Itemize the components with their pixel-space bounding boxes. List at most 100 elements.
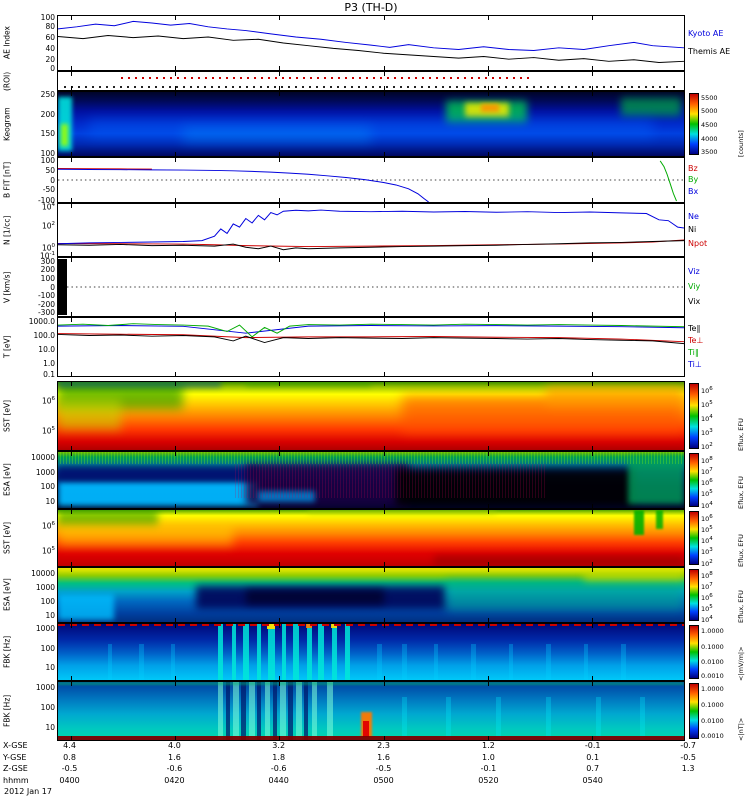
esa_i-colorbar-tick-3: 105 (701, 489, 713, 499)
ae-xtickmark-top-5 (591, 16, 593, 20)
temp-legend-te: Te∥ (688, 324, 701, 333)
bfit-xtickmark-5 (591, 198, 593, 202)
time-axis-value: 3.2 (272, 741, 286, 750)
esa_i-ytick-3: 10 (45, 496, 55, 506)
esa_i-ytick-0: 10000 (31, 453, 55, 463)
fbk_e-colorbar (689, 625, 699, 679)
sst_e-colorbar-tick-4: 102 (701, 558, 713, 568)
esa_e-xtickmark-5 (591, 618, 593, 622)
fbk_b-xtickmark-top-5 (591, 682, 593, 686)
time-axis-value: 0420 (164, 775, 185, 785)
roi-xtickmark-1 (175, 86, 177, 90)
vi-xtickmark-5 (591, 312, 593, 316)
time-axis-value: 1.8 (272, 752, 286, 762)
sst_e-xtickmark-top-4 (488, 510, 490, 514)
fbk_b-feature-2 (248, 682, 255, 740)
fbk_b-ytick-1: 100 (40, 702, 55, 712)
fbk_b-xtickmark-top-0 (70, 682, 72, 686)
time-axis-row-x-gse: X-GSE 4.4 4.0 3.2 2.3 1.2 -0.1 -0.7 (0, 741, 750, 753)
vi-xtickmark-2 (278, 312, 280, 316)
time-axis-value: 0400 (59, 775, 80, 785)
time-axis-row-y-gse: Y-GSE 0.8 1.6 1.8 1.6 1.0 0.1 -0.5 (0, 753, 750, 765)
esa_i-ytick-2: 100 (40, 482, 55, 492)
esa_e-xtickmark-2 (278, 618, 280, 622)
fbk_b-feature-3 (264, 682, 271, 740)
esa_i-plot-area (57, 451, 685, 509)
keogram-xtickmark-2 (278, 152, 280, 156)
vi-xtickmark-top-0 (70, 258, 72, 262)
ae-xtickmark-top-4 (488, 16, 490, 20)
ae-ytick-1: 80 (45, 21, 55, 31)
sst_i-colorbar-tick-1: 105 (701, 400, 713, 410)
temp-xtickmark-top-0 (70, 318, 72, 322)
time-axis-value: -0.1 (584, 741, 601, 750)
roi-xtickmark-0 (70, 86, 72, 90)
ae-legend-themisae: Themis AE (688, 47, 731, 57)
time-axis-value: -0.6 (270, 764, 287, 773)
panel-esa_e: ESA [eV] 10000 1000 100 10 108 107 106 105 104 Efl… (0, 567, 750, 624)
keogram-feature-5 (621, 98, 681, 117)
time-axis-value: 4.0 (168, 741, 181, 750)
fbk_b-colorbar-tick-1: 0.1000 (701, 701, 724, 710)
roi-dotline-1 (64, 85, 678, 88)
vi-xtickmark-1 (175, 312, 177, 316)
time-axis-value: 0520 (478, 775, 499, 785)
temp-ytick-2: 10.0 (38, 344, 55, 354)
ni-xtickmark-1 (175, 252, 177, 256)
vi-xtickmark-top-5 (591, 258, 593, 262)
esa_e-xtickmark-top-0 (70, 568, 72, 572)
keogram-plot-area (57, 91, 685, 157)
fbk_e-feature-10 (344, 624, 350, 680)
esa_e-xtickmark-0 (70, 618, 72, 622)
sst_e-colorbar (689, 511, 699, 565)
ni-xtickmark-top-0 (70, 204, 72, 208)
sst_i-colorbar (689, 383, 699, 449)
vi-xtickmark-3 (383, 312, 385, 316)
keogram-xtickmark-top-4 (488, 92, 490, 96)
fbk_e-feature-3 (257, 624, 261, 680)
keogram-colorbar-tick-4: 3500 (701, 148, 718, 157)
esa_e-plot-area (57, 567, 685, 623)
keogram-xtickmark-top-5 (591, 92, 593, 96)
esa_i-xtickmark-top-0 (70, 452, 72, 456)
ae-legend-kyotoae: Kyoto AE (688, 28, 724, 38)
vi-xtickmark-top-2 (278, 258, 280, 262)
time-axis-value: -0.7 (680, 741, 696, 750)
bfit-xtickmark-3 (383, 198, 385, 202)
esa_i-xtickmark-2 (278, 504, 280, 508)
fbk_e-feature-8 (318, 624, 325, 680)
roi-xtickmark-top-1 (175, 72, 177, 76)
sst_i-feature-4 (58, 382, 221, 387)
ni-xtickmark-top-5 (591, 204, 593, 208)
ae-xtickmark-0 (70, 66, 72, 70)
ae-xtickmark-top-2 (278, 16, 280, 20)
sst_e-xtickmark-top-1 (175, 510, 177, 514)
fbk_e-ytick-1: 100 (40, 643, 55, 653)
ni-xtickmark-top-1 (175, 204, 177, 208)
fbk_e-feature-16 (433, 643, 438, 680)
panel-sst_i: SST [eV] 106 105 106 105 104 103 102 Eflux, EFU (0, 381, 750, 451)
fbk_e-feature-11 (108, 643, 113, 680)
esa_i-xtickmark-top-1 (175, 452, 177, 456)
ni-ytick-3: 10-1 (39, 251, 55, 261)
sst_e-feature-0 (58, 510, 159, 526)
time-axis-value: -0.5 (61, 764, 78, 773)
ni-ytick-1: 102 (41, 221, 55, 231)
roi-xtickmark-top-5 (591, 72, 593, 76)
sst_e-xtickmark-3 (383, 562, 385, 566)
esa_i-xtickmark-top-3 (383, 452, 385, 456)
bfit-series-svg (58, 160, 684, 202)
sst_e-feature-3 (655, 510, 664, 530)
fbk_e-feature-7 (307, 624, 312, 680)
ni-legend-ne: Ne (688, 211, 699, 221)
esa_e-ytick-2: 100 (40, 597, 55, 607)
fbk_b-xtickmark-2 (278, 736, 280, 740)
esa_i-colorbar-tick-4: 104 (701, 500, 713, 510)
fbk_e-feature-21 (621, 643, 626, 680)
fbk_e-xtickmark-3 (383, 676, 385, 680)
ni-xtickmark-4 (488, 252, 490, 256)
esa_e-colorbar-tick-1: 107 (701, 582, 713, 592)
fbk_b-xtickmark-4 (488, 736, 490, 740)
roi-plot-area (57, 71, 685, 91)
panel-fbk_b: FBK [Hz] 1000 100 10 1.0000 0.1000 0.0100 0.001… (0, 681, 750, 741)
